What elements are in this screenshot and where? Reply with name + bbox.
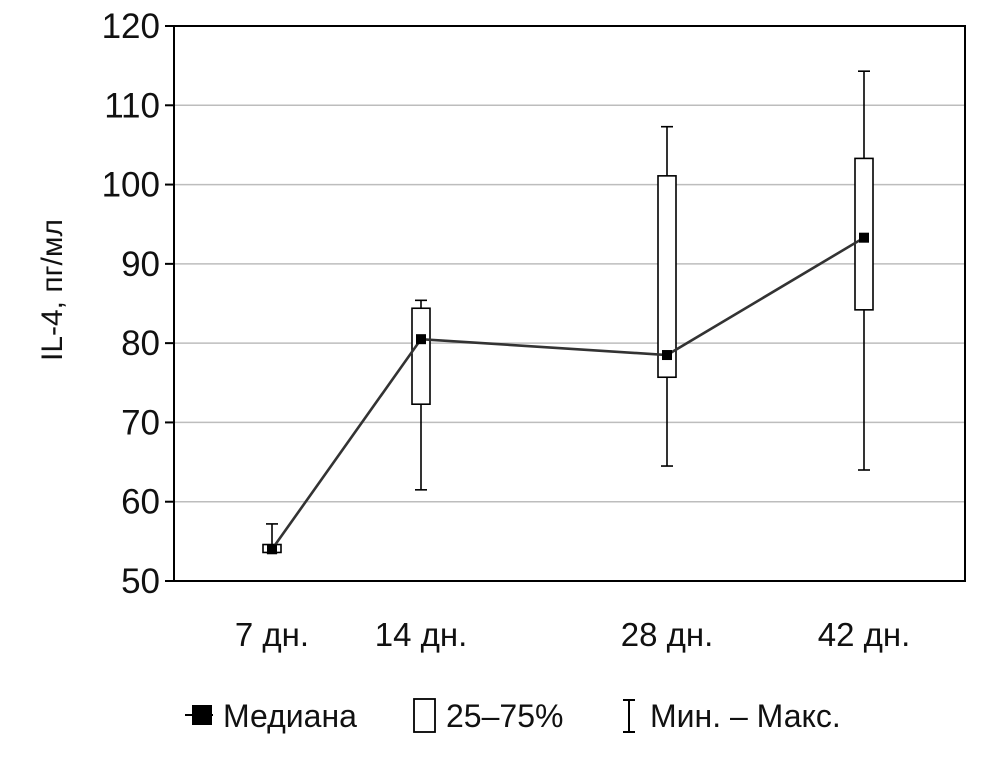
x-category-labels: 7 дн. 14 дн. 28 дн. 42 дн. [235,616,910,653]
iqr-box [657,175,677,379]
legend-median-label: Медиана [223,698,357,734]
y-tick-label: 90 [121,245,160,284]
y-tick-label: 110 [104,86,160,125]
median-line [270,236,865,551]
iqr-boxes [262,157,874,554]
median-point [662,350,672,361]
legend-item-iqr: 25–75% [413,698,563,734]
gridlines [174,104,965,503]
y-tick-label: 60 [121,483,160,522]
y-tick-label: 80 [121,324,160,363]
x-category-label: 28 дн. [621,616,714,653]
legend-median-marker-icon [192,705,212,725]
y-tick-label: 50 [121,562,160,601]
legend: Медиана 25–75% Мин. – Макс. [185,698,841,734]
y-tick-label: 70 [121,403,160,442]
y-tick-label: 120 [102,7,160,46]
median-point [267,544,277,555]
legend-item-minmax: Мин. – Макс. [623,698,841,734]
y-tick-label: 100 [102,166,160,205]
iqr-box [411,307,431,405]
median-point [416,334,426,345]
y-axis-label: IL-4, пг/мл [36,219,69,361]
legend-minmax-label: Мин. – Макс. [650,698,841,734]
legend-box-icon [413,698,436,733]
x-category-label: 14 дн. [375,616,468,653]
y-tick-labels: 50 60 70 80 90 100 110 120 [102,7,174,601]
plot-frame [173,25,966,582]
min-max-whiskers [266,70,870,554]
legend-iqr-label: 25–75% [446,698,563,734]
x-category-label: 7 дн. [235,616,309,653]
legend-item-median: Медиана [185,698,357,734]
median-point [859,232,869,243]
x-category-label: 42 дн. [818,616,911,653]
median-series [267,232,869,555]
